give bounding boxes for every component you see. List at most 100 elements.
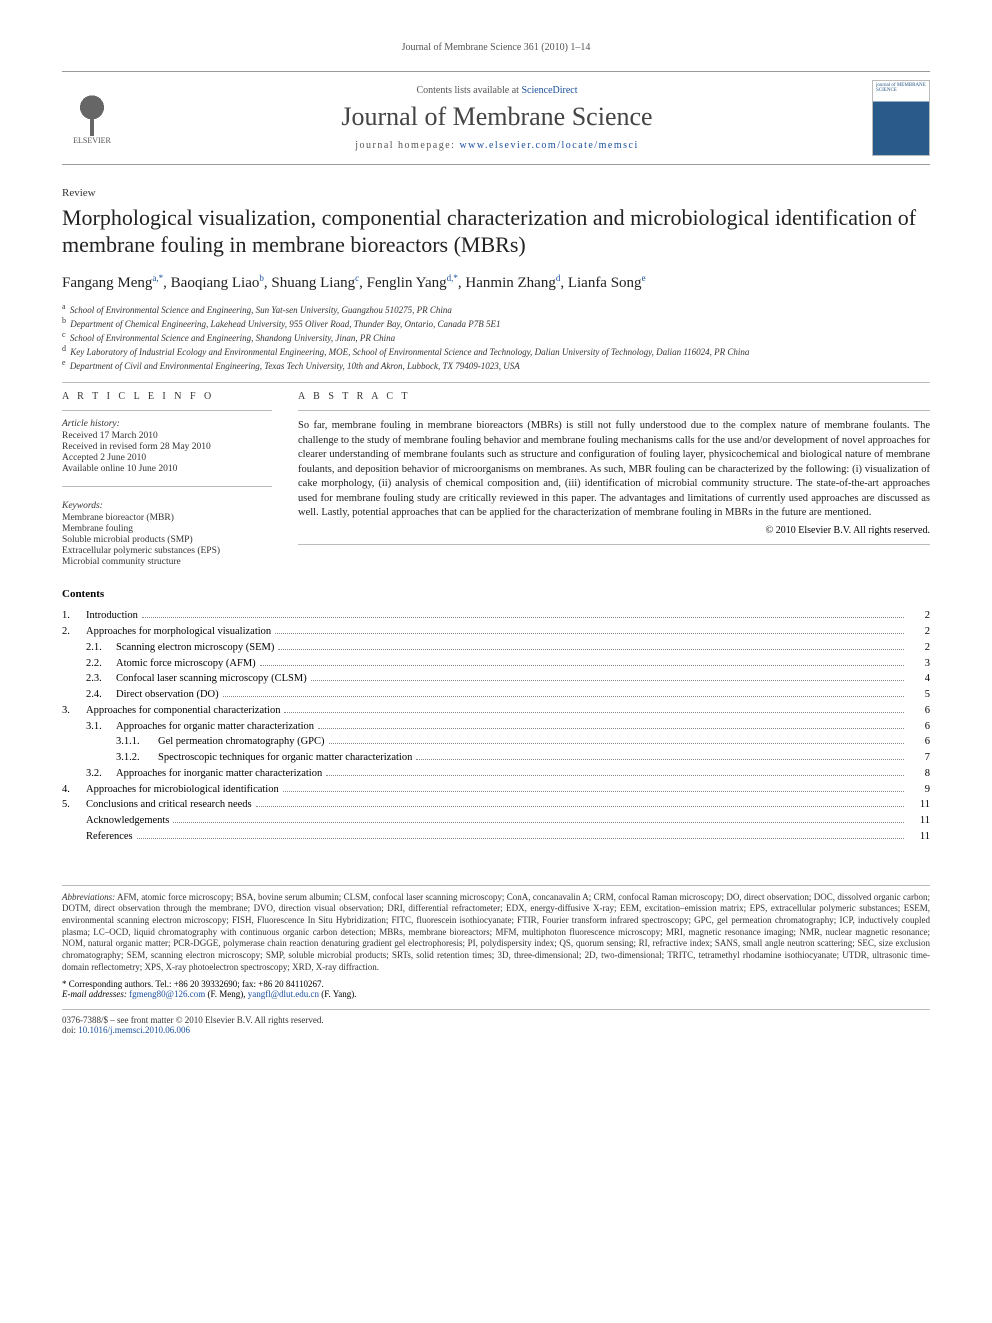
keywords-head: Keywords: bbox=[62, 501, 272, 511]
history-item: Received 17 March 2010 bbox=[62, 431, 272, 441]
abbreviations-block: Abbreviations: AFM, atomic force microsc… bbox=[62, 885, 930, 974]
toc-leader-dots bbox=[329, 743, 905, 744]
toc-page: 8 bbox=[908, 766, 930, 782]
toc-page: 7 bbox=[908, 750, 930, 766]
homepage-link[interactable]: www.elsevier.com/locate/memsci bbox=[459, 140, 638, 151]
corr-email-2-tail: (F. Yang). bbox=[321, 989, 356, 999]
doi-link[interactable]: 10.1016/j.memsci.2010.06.006 bbox=[78, 1025, 190, 1035]
author: Fangang Menga,* bbox=[62, 275, 163, 291]
toc-page: 3 bbox=[908, 656, 930, 672]
toc-row[interactable]: Acknowledgements11 bbox=[62, 813, 930, 829]
affiliation-key: d bbox=[62, 344, 66, 353]
affiliation-list: a School of Environmental Science and En… bbox=[62, 302, 930, 373]
doi-label: doi: bbox=[62, 1025, 76, 1035]
toc-row[interactable]: 3.1.1.Gel permeation chromatography (GPC… bbox=[62, 734, 930, 750]
history-item: Received in revised form 28 May 2010 bbox=[62, 442, 272, 452]
toc-leader-dots bbox=[256, 806, 904, 807]
corr-email-1-tail: (F. Meng), bbox=[207, 989, 247, 999]
corresponding-block: * Corresponding authors. Tel.: +86 20 39… bbox=[62, 979, 930, 999]
toc-row[interactable]: References 11 bbox=[62, 829, 930, 845]
toc-row[interactable]: 4.Approaches for microbiological identif… bbox=[62, 782, 930, 798]
author: Hanmin Zhangd bbox=[465, 275, 560, 291]
author: Fenglin Yangd,* bbox=[367, 275, 458, 291]
toc-number: 3.1. bbox=[86, 719, 116, 735]
toc-page: 2 bbox=[908, 608, 930, 624]
toc-number: 2.2. bbox=[86, 656, 116, 672]
toc-number: 2.3. bbox=[86, 671, 116, 687]
sciencedirect-link[interactable]: ScienceDirect bbox=[521, 85, 577, 96]
toc-label: Atomic force microscopy (AFM) bbox=[116, 656, 256, 672]
corr-email-1[interactable]: fgmeng80@126.com bbox=[129, 989, 205, 999]
toc-leader-dots bbox=[260, 665, 904, 666]
toc-leader-dots bbox=[416, 759, 904, 760]
author-list: Fangang Menga,*, Baoqiang Liaob, Shuang … bbox=[62, 273, 930, 292]
corr-star: * bbox=[62, 979, 69, 989]
toc-page: 11 bbox=[908, 829, 930, 845]
toc-number: 3.2. bbox=[86, 766, 116, 782]
toc-label: Confocal laser scanning microscopy (CLSM… bbox=[116, 671, 307, 687]
toc-label: References bbox=[86, 829, 133, 845]
toc-row[interactable]: 1.Introduction2 bbox=[62, 608, 930, 624]
toc-row[interactable]: 2.2.Atomic force microscopy (AFM) 3 bbox=[62, 656, 930, 672]
journal-cover-thumb: journal of MEMBRANE SCIENCE bbox=[872, 80, 930, 156]
article-info-column: A R T I C L E I N F O Article history: R… bbox=[62, 391, 272, 568]
divider bbox=[298, 410, 930, 411]
corr-email-2[interactable]: yangfl@dlut.edu.cn bbox=[248, 989, 319, 999]
elsevier-logo: ELSEVIER bbox=[62, 85, 122, 151]
toc-leader-dots bbox=[142, 617, 904, 618]
keyword-item: Soluble microbial products (SMP) bbox=[62, 535, 272, 545]
keyword-item: Membrane fouling bbox=[62, 524, 272, 534]
author-affil-sup: c bbox=[355, 273, 359, 283]
page: Journal of Membrane Science 361 (2010) 1… bbox=[0, 0, 992, 1065]
toc-row[interactable]: 3.1.2.Spectroscopic techniques for organ… bbox=[62, 750, 930, 766]
affiliation-key: e bbox=[62, 358, 66, 367]
toc-row[interactable]: 3.2.Approaches for inorganic matter char… bbox=[62, 766, 930, 782]
toc-page: 11 bbox=[908, 797, 930, 813]
info-abstract-row: A R T I C L E I N F O Article history: R… bbox=[62, 391, 930, 568]
toc-number: 5. bbox=[62, 797, 86, 813]
toc-row[interactable]: 2.3.Confocal laser scanning microscopy (… bbox=[62, 671, 930, 687]
toc-row[interactable]: 2.4.Direct observation (DO)5 bbox=[62, 687, 930, 703]
toc-label: Direct observation (DO) bbox=[116, 687, 219, 703]
article-history-head: Article history: bbox=[62, 419, 272, 429]
toc-leader-dots bbox=[278, 649, 904, 650]
divider bbox=[298, 544, 930, 545]
cover-title: journal of MEMBRANE SCIENCE bbox=[876, 83, 929, 93]
toc-label: Approaches for componential characteriza… bbox=[86, 703, 280, 719]
toc-label: Approaches for morphological visualizati… bbox=[86, 624, 271, 640]
toc-label: Approaches for organic matter characteri… bbox=[116, 719, 314, 735]
toc-row[interactable]: 3.Approaches for componential characteri… bbox=[62, 703, 930, 719]
affiliation: c School of Environmental Science and En… bbox=[62, 330, 930, 344]
toc-leader-dots bbox=[223, 696, 904, 697]
toc-row[interactable]: 3.1.Approaches for organic matter charac… bbox=[62, 719, 930, 735]
affiliation: e Department of Civil and Environmental … bbox=[62, 358, 930, 372]
abstract-head: A B S T R A C T bbox=[298, 391, 930, 402]
toc-page: 6 bbox=[908, 719, 930, 735]
toc-number: 2.4. bbox=[86, 687, 116, 703]
toc-row[interactable]: 2.Approaches for morphological visualiza… bbox=[62, 624, 930, 640]
toc-label: Spectroscopic techniques for organic mat… bbox=[158, 750, 412, 766]
toc-number: 2. bbox=[62, 624, 86, 640]
toc-number: 1. bbox=[62, 608, 86, 624]
author: Baoqiang Liaob bbox=[171, 275, 264, 291]
contents-head: Contents bbox=[62, 588, 930, 600]
divider bbox=[62, 486, 272, 487]
toc-label: Gel permeation chromatography (GPC) bbox=[158, 734, 325, 750]
footer: 0376-7388/$ – see front matter © 2010 El… bbox=[62, 1009, 930, 1035]
abstract-copyright: © 2010 Elsevier B.V. All rights reserved… bbox=[298, 525, 930, 536]
keyword-item: Membrane bioreactor (MBR) bbox=[62, 513, 272, 523]
toc-label: Conclusions and critical research needs bbox=[86, 797, 252, 813]
contents-pre: Contents lists available at bbox=[416, 85, 521, 96]
toc-number: 3.1.1. bbox=[116, 734, 158, 750]
toc-leader-dots bbox=[311, 680, 904, 681]
affiliation-key: a bbox=[62, 302, 66, 311]
publisher-name: ELSEVIER bbox=[73, 136, 111, 145]
abstract-text: So far, membrane fouling in membrane bio… bbox=[298, 419, 930, 520]
homepage-line: journal homepage: www.elsevier.com/locat… bbox=[136, 140, 858, 151]
toc-page: 6 bbox=[908, 703, 930, 719]
running-head: Journal of Membrane Science 361 (2010) 1… bbox=[62, 42, 930, 53]
toc-row[interactable]: 2.1.Scanning electron microscopy (SEM)2 bbox=[62, 640, 930, 656]
contents-available-line: Contents lists available at ScienceDirec… bbox=[136, 85, 858, 96]
homepage-pre: journal homepage: bbox=[355, 140, 459, 151]
toc-row[interactable]: 5.Conclusions and critical research need… bbox=[62, 797, 930, 813]
